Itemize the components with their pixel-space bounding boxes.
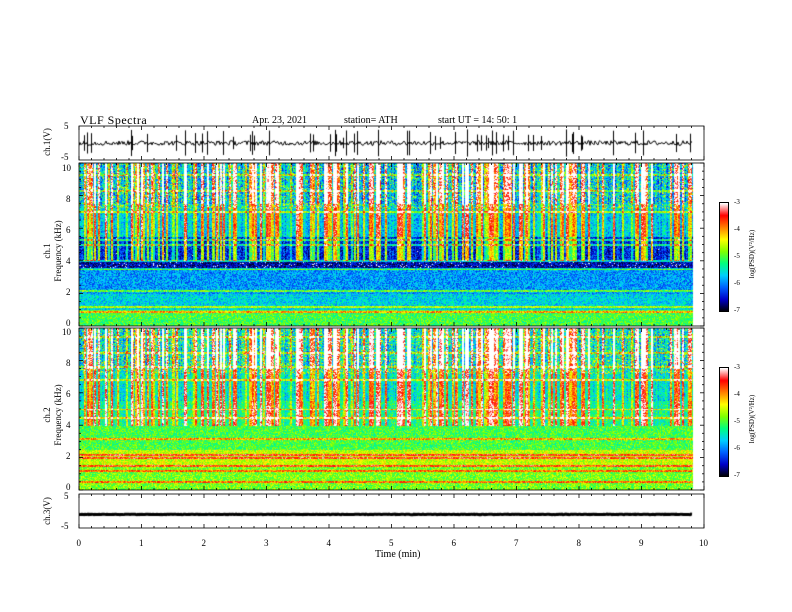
ch3-ytick-bottom: -5 bbox=[61, 521, 69, 531]
ch2-ytick-10: 10 bbox=[62, 327, 71, 337]
ch2-spectrogram-plot bbox=[79, 328, 704, 490]
cb1-tick-m5: -5 bbox=[734, 252, 740, 260]
ch1-spectrogram-frame bbox=[78, 162, 705, 327]
x-tick-label: 2 bbox=[201, 538, 207, 548]
ch1-ytick-4: 4 bbox=[66, 256, 71, 266]
x-tick-label: 3 bbox=[264, 538, 269, 548]
cb1-tick-m3: -3 bbox=[734, 198, 740, 206]
ch1-colorbar bbox=[719, 202, 729, 312]
x-tick-label: 5 bbox=[389, 538, 394, 548]
x-tick-label: 9 bbox=[639, 538, 644, 548]
x-tick-label: 4 bbox=[326, 538, 332, 548]
ch1-ytick-10: 10 bbox=[62, 163, 71, 173]
ch1-waveform-frame bbox=[78, 125, 705, 161]
x-tick-label: 1 bbox=[139, 538, 144, 548]
ch3-waveform-frame bbox=[78, 493, 705, 529]
cb1-tick-m7: -7 bbox=[734, 306, 740, 314]
ch1-waveform-plot bbox=[79, 126, 704, 160]
cb1-tick-m6: -6 bbox=[734, 279, 740, 287]
start-time-label: start UT = 14: 50: 1 bbox=[438, 115, 518, 126]
date-label: Apr. 23, 2021 bbox=[252, 115, 307, 126]
cb1-tick-m4: -4 bbox=[734, 225, 740, 233]
cb2-tick-m3: -3 bbox=[734, 363, 740, 371]
ch3-waveform-plot bbox=[79, 494, 704, 528]
ch3-ytick-top: 5 bbox=[64, 491, 69, 501]
figure-title: VLF Spectra bbox=[80, 113, 148, 127]
ch1-spectrogram-plot bbox=[79, 163, 704, 326]
ch1-ytick-bottom: -5 bbox=[61, 152, 69, 162]
ch1-ytick-8: 8 bbox=[66, 194, 71, 204]
ch2-ytick-2: 2 bbox=[66, 451, 71, 461]
ch2-ytick-6: 6 bbox=[66, 389, 71, 399]
x-tick-label: 10 bbox=[699, 538, 708, 548]
x-axis-label: Time (min) bbox=[375, 549, 421, 560]
ch2-ytick-0: 0 bbox=[66, 482, 71, 492]
ch2-ytick-8: 8 bbox=[66, 358, 71, 368]
x-tick-label: 0 bbox=[76, 538, 82, 548]
ch2-spectrogram-frame bbox=[78, 327, 705, 491]
x-tick-label: 8 bbox=[576, 538, 582, 548]
ch1-ytick-0: 0 bbox=[66, 318, 71, 328]
station-label: station= ATH bbox=[344, 115, 398, 126]
ch1-ytick-2: 2 bbox=[66, 287, 71, 297]
x-tick-label: 6 bbox=[451, 538, 457, 548]
ch2-colorbar bbox=[719, 367, 729, 477]
cb2-tick-m7: -7 bbox=[734, 471, 740, 479]
ch1-ytick-6: 6 bbox=[66, 225, 71, 235]
cb2-tick-m4: -4 bbox=[734, 390, 740, 398]
cb2-tick-m6: -6 bbox=[734, 444, 740, 452]
cb2-tick-m5: -5 bbox=[734, 417, 740, 425]
ch1-ytick-top: 5 bbox=[64, 121, 69, 131]
x-tick-label: 7 bbox=[514, 538, 519, 548]
ch2-ytick-4: 4 bbox=[66, 420, 71, 430]
